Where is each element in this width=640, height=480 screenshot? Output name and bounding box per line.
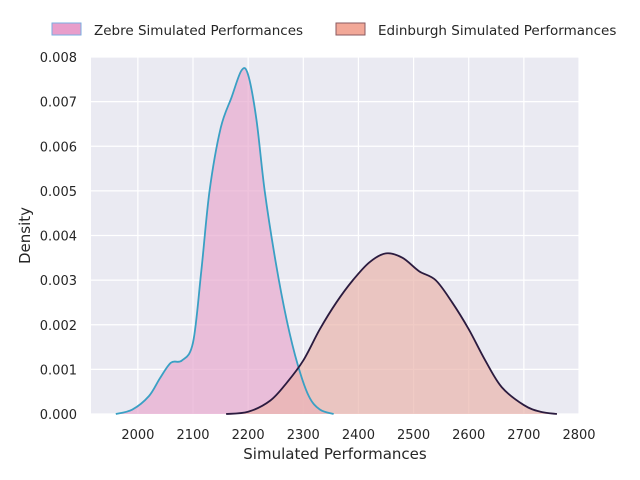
y-tick-label: 0.004	[40, 230, 77, 245]
y-tick-label: 0.002	[40, 319, 77, 334]
x-axis-title: Simulated Performances	[243, 445, 427, 463]
density-areas	[115, 67, 557, 414]
legend-swatch	[51, 22, 82, 36]
y-tick-label: 0.003	[40, 274, 77, 289]
x-tick-label: 2400	[342, 428, 375, 443]
density-area-zebre	[115, 67, 334, 414]
legend-swatch	[335, 22, 366, 36]
y-tick-label: 0.001	[40, 363, 77, 378]
x-tick-label: 2600	[452, 428, 485, 443]
y-tick-label: 0.000	[40, 408, 77, 423]
density-area-edinburgh	[226, 253, 557, 414]
legend-label: Zebre Simulated Performances	[94, 23, 303, 39]
y-tick-label: 0.005	[40, 185, 77, 200]
y-tick-label: 0.006	[40, 140, 77, 155]
x-tick-label: 2300	[287, 428, 320, 443]
y-axis-title: Density	[16, 207, 34, 264]
x-tick-label: 2100	[176, 428, 209, 443]
x-tick-label: 2800	[562, 428, 595, 443]
legend: Zebre Simulated Performances Edinburgh Si…	[51, 22, 616, 39]
y-tick-labels: 0.000 0.001 0.002 0.003 0.004 0.005 0.006 0.007…	[40, 51, 77, 423]
y-tick-label: 0.008	[40, 51, 77, 66]
x-tick-label: 2700	[507, 428, 540, 443]
x-tick-labels: 2000 2100 2200 2300 2400 2500 2600 2700 2800	[121, 428, 595, 443]
density-line-zebre	[115, 67, 334, 415]
density-lines	[115, 67, 558, 415]
x-tick-label: 2500	[397, 428, 430, 443]
legend-label: Edinburgh Simulated Performances	[378, 23, 616, 39]
x-tick-label: 2200	[232, 428, 265, 443]
y-tick-label: 0.007	[40, 96, 77, 111]
density-line-edinburgh	[226, 252, 558, 415]
x-tick-label: 2000	[121, 428, 154, 443]
